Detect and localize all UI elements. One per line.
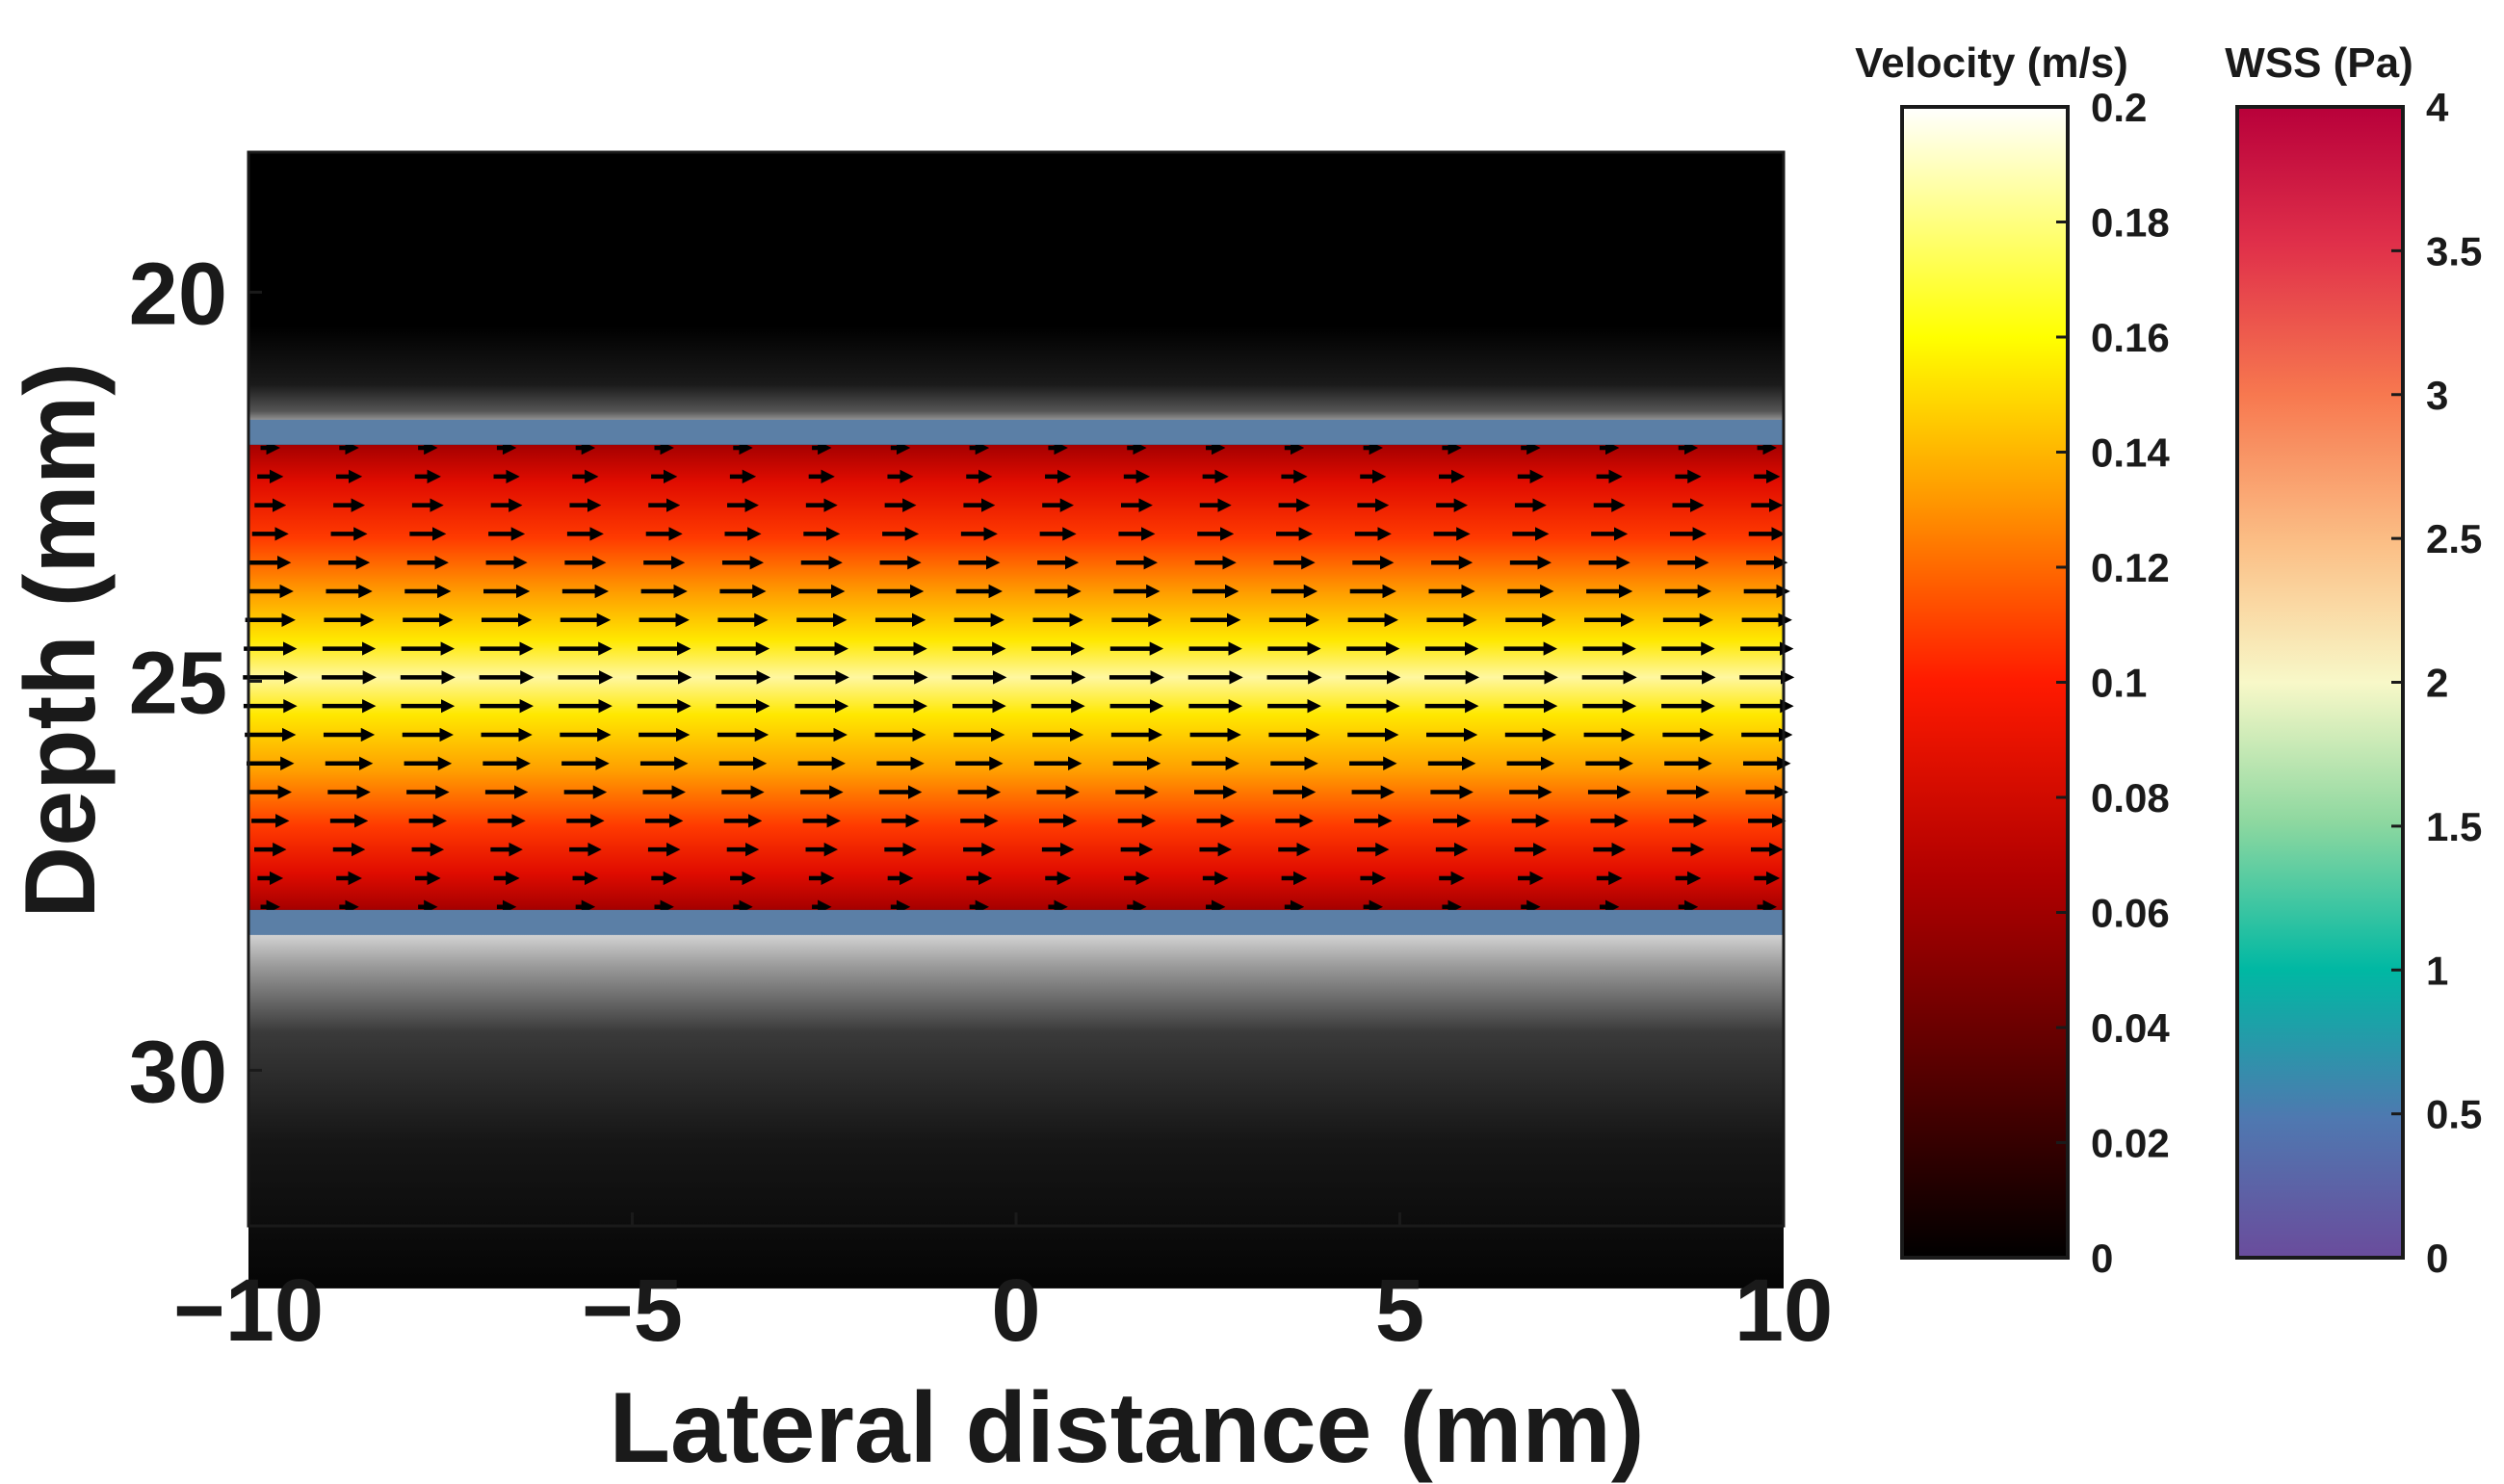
- flow-velocity-region: [248, 444, 1784, 910]
- velocity-colorbar-tick-label: 0.04: [2091, 1005, 2170, 1051]
- velocity-colorbar: Velocity (m/s) 00.020.040.060.080.10.120…: [1855, 39, 2170, 1281]
- velocity-colorbar-tick-label: 0.12: [2091, 545, 2170, 590]
- upper-tissue-band: [248, 325, 1784, 432]
- wss-colorbar-tick-label: 2: [2426, 661, 2448, 706]
- wss-colorbar-tick-label: 3: [2426, 373, 2448, 418]
- velocity-colorbar-tick-label: 0.1: [2091, 661, 2147, 706]
- wss-colorbar-tick-label: 4: [2426, 85, 2449, 130]
- x-tick-label: −10: [173, 1262, 324, 1360]
- ultrasound-image-panel: [243, 150, 1795, 1289]
- x-tick-label: 10: [1735, 1262, 1833, 1360]
- velocity-colorbar-tick-label: 0.06: [2091, 891, 2170, 936]
- x-axis-ticks: −10 −5 0 5 10: [173, 1212, 1833, 1360]
- velocity-colorbar-tick-label: 0.02: [2091, 1121, 2170, 1166]
- y-axis-label: Depth (mm): [5, 362, 117, 919]
- velocity-colorbar-tick-label: 0.16: [2091, 315, 2170, 360]
- wss-colorbar-title: WSS (Pa): [2225, 39, 2413, 87]
- velocity-colorbar-gradient: [1900, 105, 2070, 1260]
- velocity-vectors: [243, 440, 1795, 914]
- x-tick-label: −5: [582, 1262, 683, 1360]
- y-tick-label: 30: [129, 1023, 227, 1121]
- velocity-colorbar-ticks: 0 0.02 0.04 0.06 0.08 0.1 0.12 0.14 0.16 0.18 0.2: [2056, 85, 2170, 1281]
- wss-colorbar: WSS (Pa) 0 0.5 1 1.5 2 2.5 3 3.5 4: [2225, 39, 2482, 1281]
- wss-colorbar-tick-label: 2.5: [2426, 516, 2482, 561]
- y-tick-label: 20: [129, 245, 227, 343]
- velocity-colorbar-tick-label: 0.08: [2091, 775, 2170, 820]
- upper-vessel-wall: [248, 419, 1784, 445]
- wss-colorbar-tick-label: 1.5: [2426, 804, 2482, 849]
- x-tick-label: 0: [991, 1262, 1040, 1360]
- y-axis-ticks: 20 25 30: [129, 245, 262, 1121]
- lower-tissue-band: [248, 922, 1784, 1289]
- wss-colorbar-ticks: 0 0.5 1 1.5 2 2.5 3 3.5 4: [2391, 85, 2482, 1281]
- velocity-colorbar-tick-label: 0: [2091, 1236, 2113, 1281]
- wss-colorbar-gradient: [2235, 105, 2405, 1260]
- lower-vessel-wall: [248, 909, 1784, 935]
- wss-colorbar-tick-label: 0.5: [2426, 1092, 2482, 1137]
- y-tick-label: 25: [129, 634, 227, 732]
- wss-colorbar-tick-label: 0: [2426, 1236, 2448, 1281]
- velocity-colorbar-tick-label: 0.18: [2091, 200, 2170, 246]
- velocity-colorbar-tick-label: 0.2: [2091, 85, 2147, 130]
- wss-colorbar-tick-label: 3.5: [2426, 228, 2482, 273]
- velocity-colorbar-title: Velocity (m/s): [1855, 39, 2128, 87]
- x-axis-label: Lateral distance (mm): [610, 1372, 1645, 1484]
- wss-colorbar-tick-label: 1: [2426, 948, 2448, 993]
- x-tick-label: 5: [1375, 1262, 1424, 1360]
- velocity-colorbar-tick-label: 0.14: [2091, 430, 2170, 476]
